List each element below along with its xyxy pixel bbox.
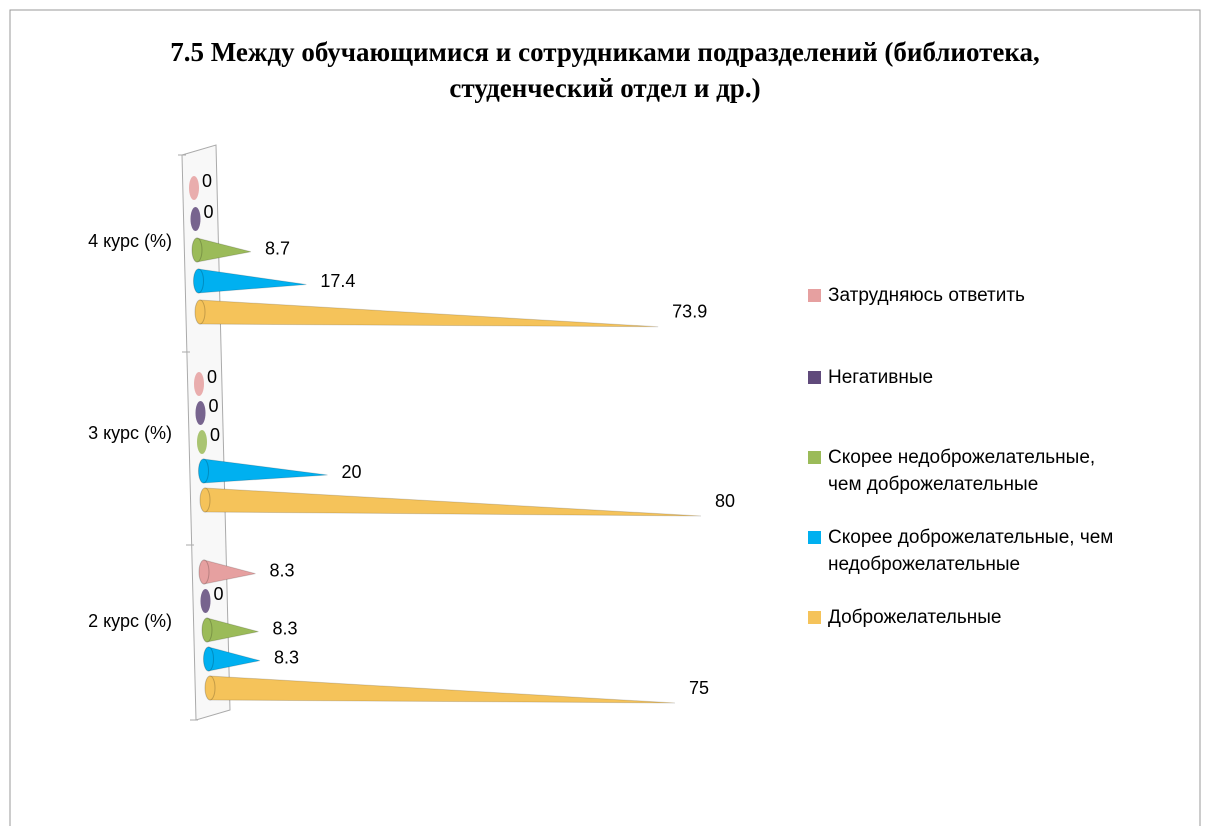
cone-base [193, 268, 204, 294]
data-label: 0 [202, 171, 212, 191]
data-label: 80 [715, 491, 735, 511]
cone [208, 646, 261, 672]
cone [209, 675, 676, 704]
cone [194, 372, 204, 396]
legend-swatch [808, 371, 821, 384]
cone [200, 589, 211, 613]
cone [203, 559, 256, 585]
cone-base [203, 646, 214, 672]
data-label: 20 [342, 462, 362, 482]
frame [9, 9, 1201, 826]
cone-base [191, 237, 203, 263]
data-label: 17.4 [320, 271, 355, 291]
data-label: 8.7 [265, 238, 290, 258]
cone [203, 458, 328, 484]
legend-entry: Скорее доброжелательные, чем недоброжела… [808, 524, 1118, 578]
cone [195, 401, 206, 425]
legend-entry: Затрудняюсь ответить [808, 282, 1118, 309]
legend-swatch [808, 611, 821, 624]
cone [206, 617, 259, 643]
legend-swatch [808, 289, 821, 302]
legend-swatch [808, 451, 821, 464]
y-tick-label: 3 курс (%) [88, 423, 172, 443]
legend-entry: Доброжелательные [808, 604, 1118, 631]
legend-swatch [808, 531, 821, 544]
y-tick-label: 4 курс (%) [88, 231, 172, 251]
cone [204, 487, 702, 517]
data-label: 8.3 [274, 647, 299, 667]
data-label: 8.3 [269, 560, 294, 580]
cone [196, 237, 252, 263]
data-label: 75 [689, 678, 709, 698]
data-label: 0 [209, 396, 219, 416]
data-label: 8.3 [272, 618, 297, 638]
data-label: 0 [204, 202, 214, 222]
cone-base [198, 559, 210, 585]
cone [189, 176, 199, 200]
legend-label: Скорее недоброжелательные, чем доброжела… [828, 447, 1096, 495]
cone-base [204, 675, 216, 701]
cone [198, 268, 307, 294]
legend-label: Негативные [828, 367, 934, 388]
data-label: 73.9 [672, 302, 707, 322]
cone [190, 207, 201, 231]
cone-base [199, 487, 211, 513]
cone [199, 299, 659, 328]
legend-label: Скорее доброжелательные, чем недоброжела… [828, 527, 1114, 575]
data-label: 0 [207, 367, 217, 387]
chart-title: 7.5 Между обучающимися и сотрудниками по… [170, 37, 1040, 103]
cone-base [198, 458, 209, 484]
legend-entry: Скорее недоброжелательные, чем доброжела… [808, 444, 1118, 498]
data-label: 0 [214, 584, 224, 604]
cone [197, 430, 207, 454]
legend-label: Затрудняюсь ответить [828, 285, 1025, 306]
legend-entry: Негативные [808, 364, 1118, 391]
cone-base [194, 299, 206, 325]
cone-base [201, 617, 213, 643]
data-label: 0 [210, 425, 220, 445]
y-tick-label: 2 курс (%) [88, 611, 172, 631]
legend-label: Доброжелательные [828, 607, 1002, 628]
